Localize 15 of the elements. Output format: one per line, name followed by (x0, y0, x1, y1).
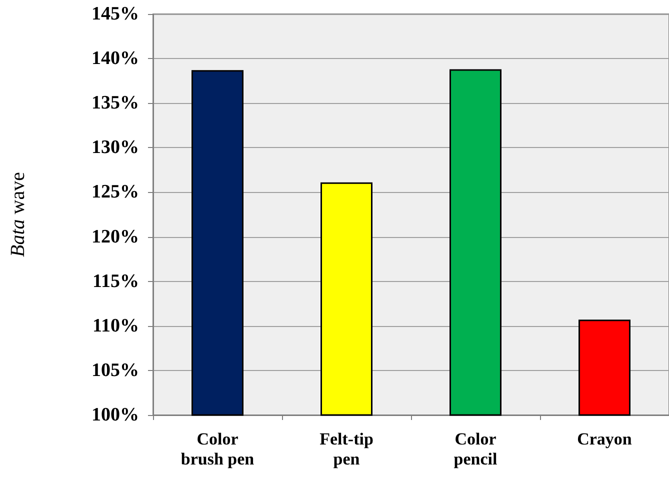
y-tick-label: 115% (92, 270, 139, 292)
y-tick-label: 125% (92, 182, 139, 203)
x-tick-label: Felt-tip pen (320, 430, 374, 468)
y-axis-title: Bata wave (7, 172, 29, 257)
y-tick-label: 145% (92, 4, 139, 24)
y-tick-label: 105% (92, 360, 139, 381)
y-tick-label: 120% (92, 226, 139, 248)
y-tick-label: 140% (92, 48, 139, 70)
y-tick-label: 135% (92, 92, 139, 114)
y-tick-label: 130% (92, 137, 139, 158)
x-tick-label: Crayon (577, 430, 632, 448)
x-tick-label: Color pencil (454, 430, 498, 468)
y-tick-label: 110% (92, 315, 139, 336)
y-tick-label: 100% (92, 404, 139, 426)
x-tick-label: Color brush pen (180, 430, 255, 468)
